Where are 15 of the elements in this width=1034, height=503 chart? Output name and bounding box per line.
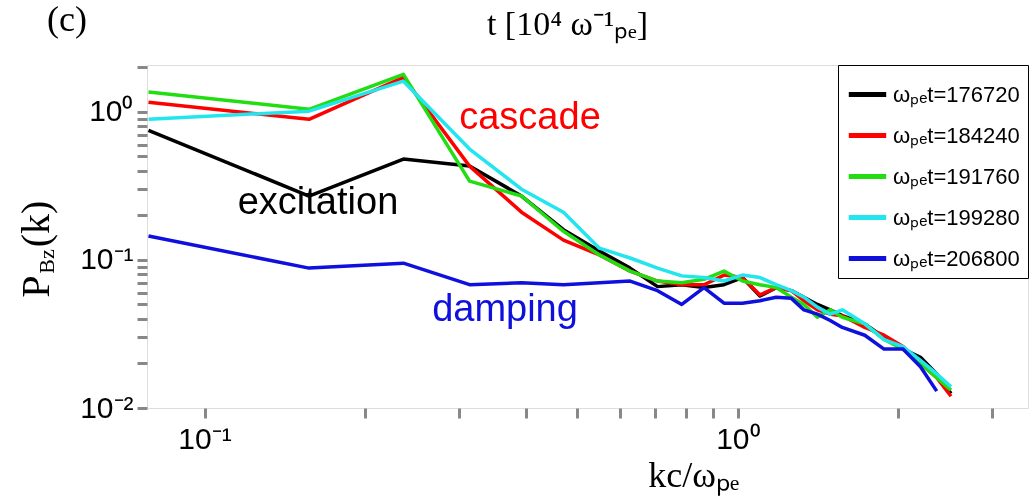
legend-label: ωₚₑt=184240	[893, 122, 1020, 149]
x-axis-title: kc/ωₚₑ	[648, 454, 740, 496]
y-tick-label: 10⁻²	[80, 390, 134, 424]
legend-label: ωₚₑt=199280	[893, 204, 1020, 231]
chart-title: t [10⁴ ω⁻¹ₚₑ]	[486, 5, 649, 44]
annotation: cascade	[459, 95, 601, 137]
annotation: excitation	[237, 180, 399, 222]
legend-label: ωₚₑt=191760	[893, 163, 1020, 190]
legend-label: ωₚₑt=176720	[893, 81, 1020, 108]
y-axis-title: PBz(k)	[13, 200, 59, 298]
annotation: damping	[432, 287, 578, 329]
y-tick-label: 10⁻¹	[80, 242, 134, 276]
text: (c)	[47, 0, 87, 39]
y-tick-label: 10⁰	[89, 94, 134, 128]
legend-label: ωₚₑt=206800	[893, 245, 1020, 272]
